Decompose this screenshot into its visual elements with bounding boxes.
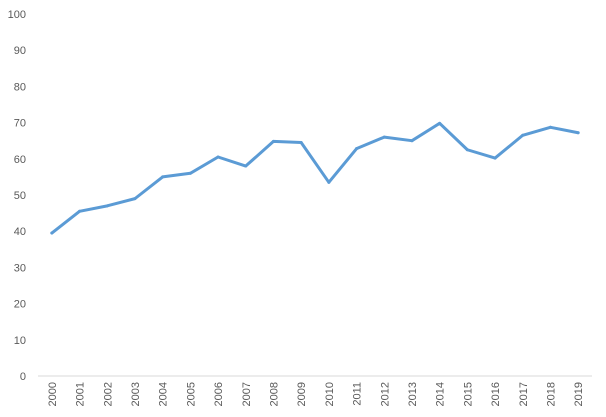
- x-tick-label: 2009: [296, 382, 308, 406]
- data-point: [216, 155, 220, 159]
- y-tick-label: 0: [20, 371, 26, 383]
- x-tick-label: 2017: [518, 382, 530, 406]
- data-point: [382, 135, 386, 139]
- x-tick-label: 2005: [185, 382, 197, 406]
- data-point: [133, 197, 137, 201]
- data-point: [244, 164, 248, 168]
- y-axis-tick-labels: 0 10 20 30 40 50 60 70 80 90 100: [8, 9, 26, 383]
- y-tick-label: 60: [14, 154, 26, 166]
- data-point: [50, 231, 54, 235]
- x-tick-label: 2001: [75, 382, 87, 406]
- x-tick-label: 2010: [324, 382, 336, 406]
- data-point: [78, 209, 82, 213]
- data-point: [105, 204, 109, 208]
- x-tick-label: 2018: [545, 382, 557, 406]
- y-tick-label: 40: [14, 226, 26, 238]
- y-tick-label: 100: [8, 9, 26, 21]
- data-point: [355, 147, 359, 151]
- x-tick-label: 2019: [573, 382, 585, 406]
- data-point: [299, 141, 303, 145]
- y-tick-label: 20: [14, 299, 26, 311]
- data-point: [410, 139, 414, 143]
- x-tick-label: 2000: [47, 382, 59, 406]
- x-tick-label: 2013: [407, 382, 419, 406]
- x-tick-label: 2007: [241, 382, 253, 406]
- y-tick-label: 50: [14, 190, 26, 202]
- series-group: [50, 121, 580, 235]
- data-point: [493, 156, 497, 160]
- x-tick-label: 2012: [379, 382, 391, 406]
- y-tick-label: 80: [14, 81, 26, 93]
- x-tick-label: 2014: [435, 382, 447, 406]
- x-tick-label: 2004: [158, 382, 170, 406]
- data-point: [548, 125, 552, 129]
- x-axis-tick-labels: 2000 2001 2002 2003 2004 2005 2006 2007 2008 2009…: [47, 382, 585, 406]
- y-tick-label: 70: [14, 118, 26, 130]
- data-point: [271, 139, 275, 143]
- x-tick-label: 2016: [490, 382, 502, 406]
- data-point: [188, 171, 192, 175]
- data-point: [576, 131, 580, 135]
- x-tick-label: 2008: [268, 382, 280, 406]
- y-tick-label: 90: [14, 45, 26, 57]
- series-line: [50, 121, 580, 235]
- data-point: [465, 148, 469, 152]
- data-point: [521, 133, 525, 137]
- x-tick-label: 2003: [130, 382, 142, 406]
- y-tick-label: 10: [14, 335, 26, 347]
- x-tick-label: 2006: [213, 382, 225, 406]
- data-point: [438, 121, 442, 125]
- data-point: [327, 180, 331, 184]
- data-point: [161, 175, 165, 179]
- x-tick-label: 2002: [102, 382, 114, 406]
- x-tick-label: 2011: [352, 382, 364, 406]
- x-tick-label: 2015: [462, 382, 474, 406]
- y-tick-label: 30: [14, 262, 26, 274]
